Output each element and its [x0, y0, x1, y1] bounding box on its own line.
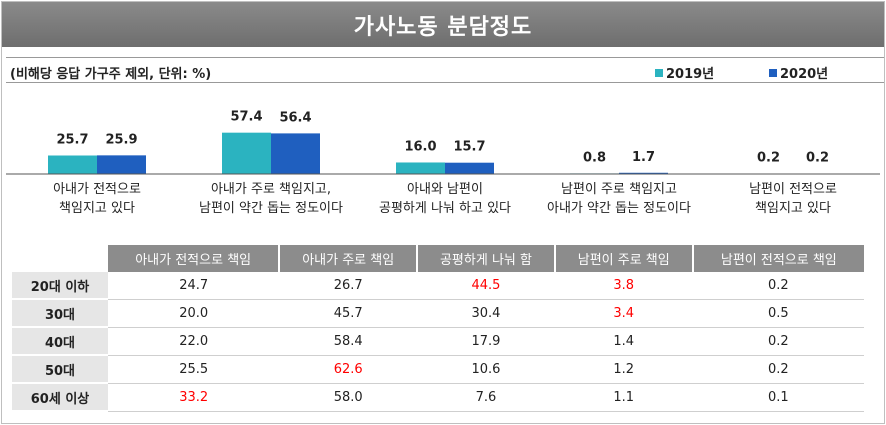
table-cell: 0.1 — [692, 383, 864, 412]
table-cell: 3.8 — [554, 272, 693, 300]
table-row-label: 20대 이하 — [12, 272, 108, 300]
table-cell: 24.7 — [108, 272, 280, 300]
data-label: 16.0 — [404, 139, 436, 154]
table-cell: 0.2 — [692, 327, 864, 356]
category-label: 남편이 전적으로 — [749, 182, 837, 197]
table-row-label: 50대 — [12, 355, 108, 384]
category-label: 아내가 전적으로 — [53, 182, 141, 197]
age-breakdown-table: 아내가 전적으로 책임 아내가 주로 책임 공평하게 나눠 함 남편이 주로 책… — [12, 245, 864, 412]
table-header-row: 아내가 전적으로 책임 아내가 주로 책임 공평하게 나눠 함 남편이 주로 책… — [12, 245, 864, 272]
category-label: 책임지고 있다 — [755, 201, 831, 216]
bar-2019년-0 — [48, 155, 97, 174]
table-cell: 33.2 — [108, 383, 280, 412]
top-divider — [6, 57, 884, 58]
table-cell: 3.4 — [554, 299, 693, 328]
table-cell: 58.4 — [279, 327, 418, 356]
legend-item-2019: 2019년 — [655, 63, 714, 82]
data-label: 57.4 — [230, 110, 262, 125]
bar-2019년-1 — [222, 132, 271, 174]
table-cell: 1.2 — [554, 355, 693, 384]
bar-2020년-1 — [271, 133, 320, 174]
table-cell: 26.7 — [279, 272, 418, 300]
table-cell: 1.1 — [554, 383, 693, 412]
data-label: 15.7 — [453, 140, 485, 155]
bar-2020년-3 — [619, 172, 668, 174]
table-cell: 17.9 — [417, 327, 555, 356]
category-label: 아내가 약간 돕는 정도이다 — [547, 201, 691, 216]
table-col-header: 남편이 주로 책임 — [554, 245, 694, 272]
table-cell: 0.2 — [692, 355, 864, 384]
legend-swatch-2019 — [655, 68, 663, 77]
data-label: 1.7 — [632, 150, 655, 165]
table-cell: 58.0 — [279, 383, 418, 412]
category-label: 남편이 주로 책임지고 — [561, 182, 677, 197]
legend-label-2020: 2020년 — [780, 67, 829, 82]
category-label: 공평하게 나눠 하고 있다 — [379, 201, 511, 216]
table-cell: 0.5 — [692, 299, 864, 328]
category-label: 남편이 약간 돕는 정도이다 — [199, 201, 343, 216]
legend-label-2019: 2019년 — [666, 67, 715, 82]
table-col-header: 아내가 전적으로 책임 — [108, 245, 281, 272]
table-row-label: 30대 — [12, 299, 108, 328]
table-cell: 20.0 — [108, 299, 280, 328]
bar-2019년-2 — [396, 162, 445, 174]
category-label: 책임지고 있다 — [59, 201, 135, 216]
table-cell: 7.6 — [417, 383, 555, 412]
table-row-label: 60세 이상 — [12, 383, 108, 412]
bar-2020년-2 — [445, 162, 494, 174]
table-cell: 62.6 — [279, 355, 418, 384]
table-cell: 44.5 — [417, 272, 555, 300]
chart-title: 가사노동 분담정도 — [2, 2, 884, 47]
category-label: 아내가 주로 책임지고, — [211, 182, 331, 197]
table-row: 50대 25.5 62.6 10.6 1.2 0.2 — [12, 355, 864, 384]
table-row: 20대 이하 24.7 26.7 44.5 3.8 0.2 — [12, 272, 864, 300]
data-label: 56.4 — [279, 110, 311, 125]
chart-subtitle: (비해당 응답 가구주 제외, 단위: %) — [10, 67, 212, 82]
table-row: 40대 22.0 58.4 17.9 1.4 0.2 — [12, 327, 864, 356]
data-label: 25.9 — [105, 132, 137, 147]
table-col-header: 아내가 주로 책임 — [279, 245, 419, 272]
data-label: 25.7 — [56, 132, 88, 147]
table-cell: 30.4 — [417, 299, 555, 328]
legend-item-2020: 2020년 — [769, 63, 828, 82]
table-col-header: 남편이 전적으로 책임 — [692, 245, 864, 272]
table-cell: 0.2 — [692, 272, 864, 300]
table-cell: 25.5 — [108, 355, 280, 384]
bar-2020년-0 — [97, 155, 146, 174]
table-cell: 1.4 — [554, 327, 693, 356]
table-row: 60세 이상 33.2 58.0 7.6 1.1 0.1 — [12, 383, 864, 412]
table-cell: 10.6 — [417, 355, 555, 384]
legend-swatch-2020 — [769, 68, 777, 77]
data-label: 0.2 — [757, 151, 780, 166]
table-col-header: 공평하게 나눠 함 — [417, 245, 556, 272]
table-row: 30대 20.0 45.7 30.4 3.4 0.5 — [12, 299, 864, 328]
table-corner — [12, 245, 108, 272]
table-cell: 45.7 — [279, 299, 418, 328]
subtitle-divider — [6, 82, 884, 83]
table-row-label: 40대 — [12, 327, 108, 356]
data-label: 0.8 — [583, 150, 606, 165]
data-label: 0.2 — [806, 151, 829, 166]
table-cell: 22.0 — [108, 327, 280, 356]
category-label: 아내와 남편이 — [407, 182, 483, 197]
